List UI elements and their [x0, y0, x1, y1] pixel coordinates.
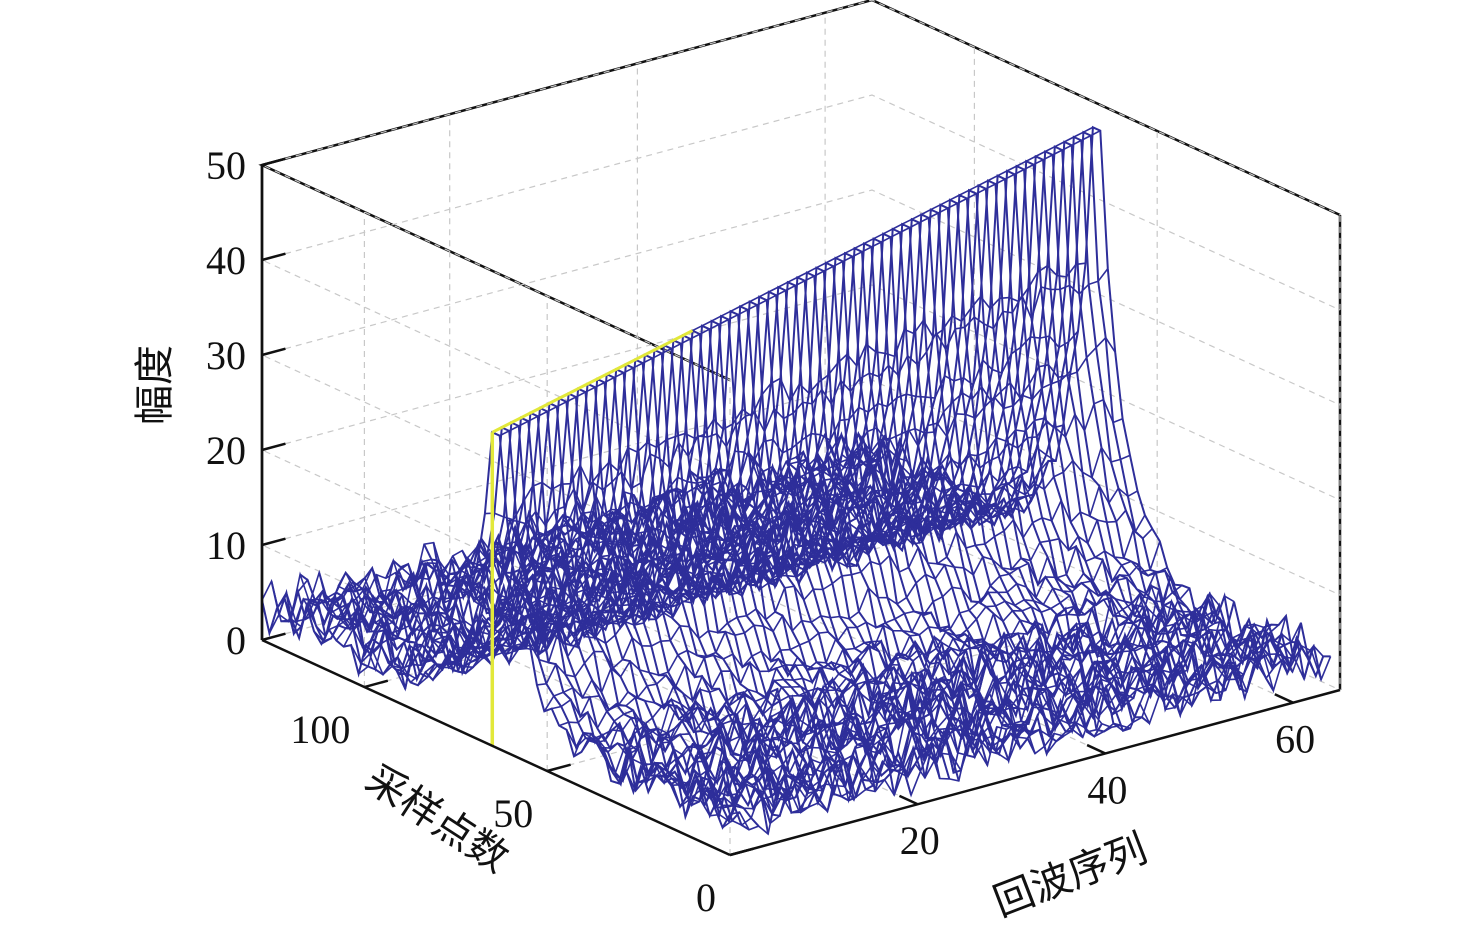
x-tick — [1274, 693, 1294, 704]
x-tick-label: 20 — [900, 818, 940, 863]
sample-line — [350, 464, 953, 665]
sample-line — [588, 574, 1191, 757]
sample-line — [580, 584, 1183, 753]
z-tick — [261, 442, 286, 452]
sample-line — [342, 476, 945, 649]
z-tick-label: 30 — [206, 333, 246, 378]
z-gridline — [260, 94, 1341, 476]
peak-crest-highlight — [491, 329, 694, 434]
y-tick-label: 50 — [493, 791, 533, 836]
surface-mesh — [261, 125, 1332, 836]
y-tick — [364, 679, 389, 689]
echo-line — [461, 329, 931, 779]
sample-line — [543, 508, 1146, 712]
sample-line — [455, 446, 1057, 649]
sample-line — [507, 268, 1109, 527]
sample-line — [602, 606, 1205, 783]
x-axis-label: 回波序列 — [987, 826, 1152, 925]
sample-line — [528, 445, 1131, 664]
z-tick — [261, 537, 286, 547]
sample-line — [647, 613, 1250, 797]
sample-line — [402, 492, 1005, 672]
sample-line — [476, 330, 1079, 564]
echo-line — [356, 382, 827, 806]
z-tick-label: 20 — [206, 428, 246, 473]
sample-line — [321, 458, 923, 645]
x-tick-label: 40 — [1087, 767, 1127, 812]
x-tick-label: 60 — [1275, 717, 1315, 762]
sample-line — [558, 541, 1161, 730]
sample-line — [684, 615, 1287, 817]
z-tick-label: 40 — [206, 238, 246, 283]
sample-line — [305, 447, 908, 639]
z-gridline — [260, 189, 1341, 571]
sample-line — [521, 398, 1123, 621]
sample-line — [536, 483, 1138, 686]
echo-line — [261, 430, 731, 830]
sample-line — [692, 629, 1295, 807]
z-tick — [261, 252, 286, 262]
x-axis-line — [729, 688, 1341, 857]
z-axis-label: 幅度 — [132, 345, 177, 425]
x-tick — [1086, 743, 1106, 755]
z-gridline — [260, 0, 1341, 381]
sample-line — [432, 494, 1035, 681]
sample-line — [469, 370, 1072, 603]
y-tick — [729, 847, 754, 857]
z-tick-label: 10 — [206, 523, 246, 568]
sample-line — [551, 528, 1153, 719]
sample-line — [380, 486, 982, 676]
z-tick — [261, 632, 286, 642]
z-tick — [261, 157, 286, 167]
sample-line — [424, 495, 1027, 673]
x-tick — [898, 794, 919, 806]
sample-line — [729, 644, 1332, 836]
sample-line — [439, 476, 1042, 668]
y-tick — [546, 763, 571, 773]
z-tick-label: 0 — [226, 618, 246, 663]
z-tick — [261, 347, 286, 357]
sample-line — [335, 456, 938, 657]
sample-line — [707, 638, 1309, 812]
sample-line — [514, 336, 1116, 585]
sample-line — [595, 589, 1198, 775]
back-panels — [258, 0, 1342, 690]
tick-labels: 20 40 60 0 50 100 0 10 20 30 40 50 — [206, 143, 1315, 920]
sample-line — [499, 129, 1101, 437]
sample-line — [640, 610, 1242, 785]
sample-line — [484, 262, 1086, 521]
sample-line — [565, 563, 1168, 749]
y-tick-label: 0 — [696, 875, 716, 920]
z-tick-label: 50 — [206, 143, 246, 188]
y-tick-label: 100 — [290, 707, 350, 752]
echo-line — [833, 140, 1303, 676]
front-axes — [260, 157, 1341, 857]
sample-line — [625, 593, 1228, 793]
y-axis-line — [261, 638, 731, 857]
sample-line — [722, 644, 1324, 829]
